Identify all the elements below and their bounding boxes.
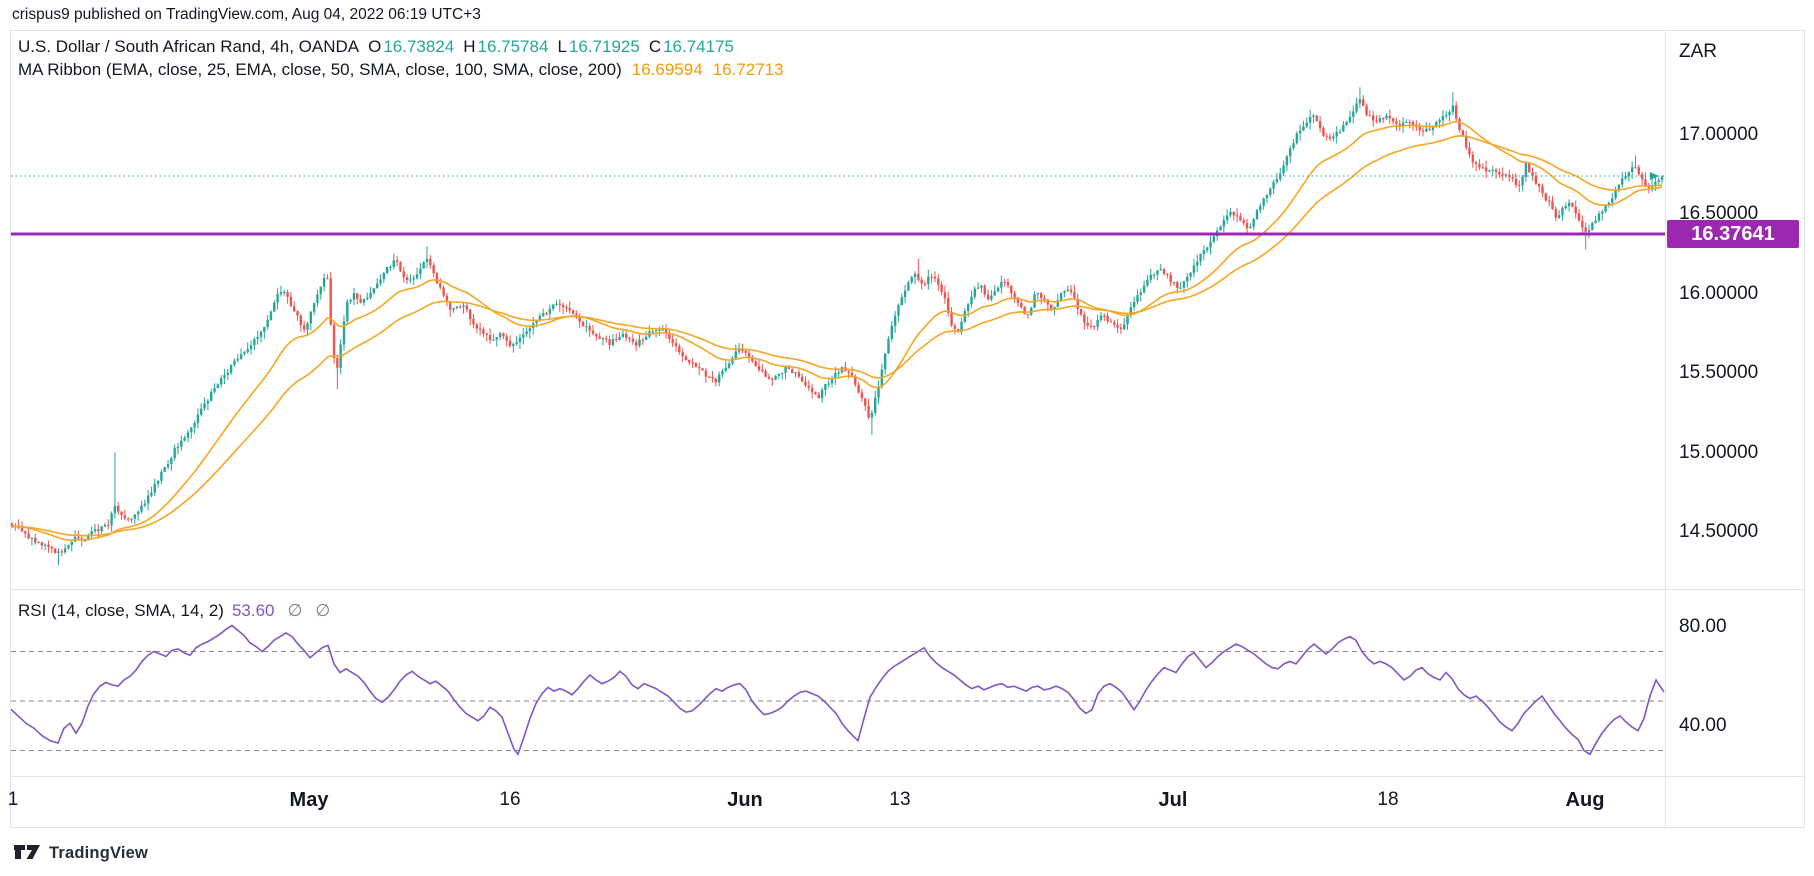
ohlc-letter: O <box>368 37 382 56</box>
price-axis-currency: ZAR <box>1679 41 1717 62</box>
candles-layer <box>11 87 1664 566</box>
ma-ribbon-title[interactable]: MA Ribbon (EMA, close, 25, EMA, close, 5… <box>18 60 622 79</box>
time-axis-label: May <box>289 789 329 811</box>
ma-ribbon-legend-row: MA Ribbon (EMA, close, 25, EMA, close, 5… <box>18 58 784 81</box>
last-price-arrow-icon <box>1650 172 1659 181</box>
ohlc-letter: H <box>463 37 476 56</box>
ohlc-values: O 16.73824 H 16.75784 L 16.71925 C 16.74175 <box>359 37 734 56</box>
main-legend: U.S. Dollar / South African Rand, 4h, OA… <box>18 35 784 81</box>
price-axis-label: 14.50000 <box>1679 521 1759 542</box>
time-axis-label: 13 <box>889 789 911 810</box>
price-level-badge: 16.37641 <box>1667 220 1799 249</box>
ohlc-letter: C <box>648 37 662 56</box>
footer: TradingView <box>14 844 148 863</box>
time-axis-label: 18 <box>1377 789 1399 810</box>
ma-ribbon-value: 16.72713 <box>712 60 784 79</box>
ohlc-letter: L <box>557 37 567 56</box>
price-axis-label: 15.00000 <box>1679 441 1759 463</box>
ema50-line <box>11 135 1663 537</box>
time-axis-label: 1 <box>7 789 19 810</box>
rsi-value: 53.60 <box>231 601 275 620</box>
attribution-text: crispus9 published on TradingView.com, A… <box>12 6 481 23</box>
chart-frame <box>10 30 1805 828</box>
ma-ribbon-values: 16.69594 16.72713 <box>622 60 784 79</box>
ohlc-value: 16.74175 <box>663 37 734 56</box>
price-axis-label: 17.00000 <box>1679 124 1759 145</box>
ohlc-value: 16.73824 <box>383 37 455 56</box>
ohlc-value: 16.75784 <box>477 37 549 56</box>
ema25-line <box>11 120 1663 541</box>
ohlc-value: 16.71925 <box>568 37 640 56</box>
footer-brand-text[interactable]: TradingView <box>49 844 149 862</box>
rsi-axis-label: 40.00 <box>1679 714 1727 736</box>
price-axis-label: 16.00000 <box>1679 282 1759 304</box>
rsi-line <box>11 624 1665 756</box>
rsi-legend: RSI (14, close, SMA, 14, 2) 53.60 ∅ ∅ <box>18 601 330 621</box>
time-axis-label: Jun <box>727 789 763 811</box>
time-axis-label: Jul <box>1158 789 1188 811</box>
rsi-empty-value-2: ∅ <box>315 601 331 620</box>
price-axis-label: 15.50000 <box>1679 362 1759 384</box>
price-axis-label: 16.50000 <box>1679 203 1759 225</box>
symbol-title[interactable]: U.S. Dollar / South African Rand, 4h, OA… <box>18 37 360 56</box>
rsi-axis-label: 80.00 <box>1679 615 1727 637</box>
ma-ribbon-value: 16.69594 <box>631 60 703 79</box>
time-axis-label: 16 <box>499 789 521 810</box>
tradingview-logo-icon[interactable] <box>14 844 41 863</box>
time-axis-label: Aug <box>1565 789 1605 811</box>
rsi-empty-value-1: ∅ <box>287 601 303 620</box>
symbol-legend-row: U.S. Dollar / South African Rand, 4h, OA… <box>18 35 784 58</box>
rsi-title[interactable]: RSI (14, close, SMA, 14, 2) <box>18 601 224 620</box>
rsi-layer <box>11 624 1665 756</box>
